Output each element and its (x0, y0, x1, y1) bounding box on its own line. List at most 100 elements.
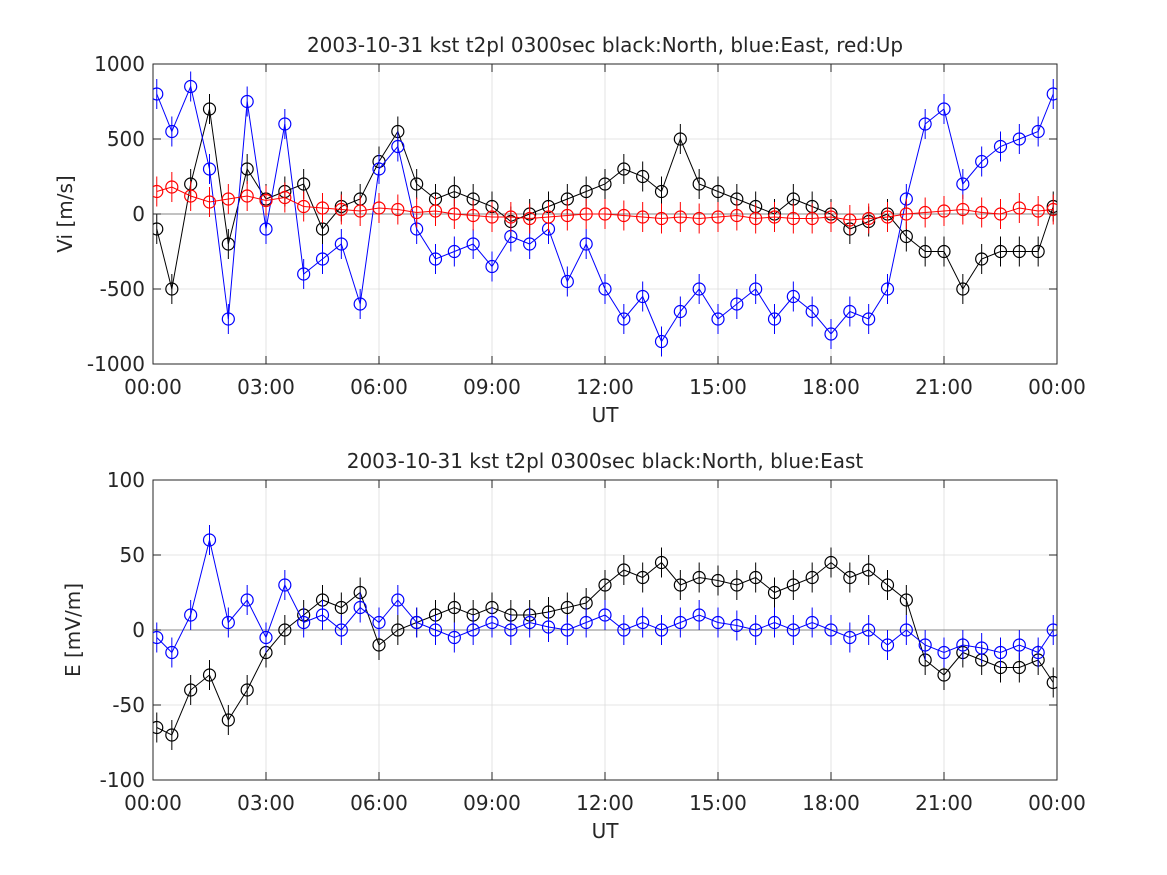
velocity-east-point (259, 222, 273, 236)
velocity-north-point (202, 102, 217, 116)
velocity-east-point (880, 282, 895, 296)
efield-east-point (993, 645, 1008, 660)
velocity-chart-title: 2003-10-31 kst t2pl 0300sec black:North,… (307, 33, 903, 57)
velocity-east-point (353, 297, 367, 311)
efield-y-axis-label: E [mV/m] (61, 583, 85, 677)
efield-data (153, 525, 1057, 750)
velocity-data (153, 71, 1057, 357)
efield-east-point (617, 623, 631, 637)
efield-east-point (786, 623, 800, 637)
velocity-east-point (993, 139, 1008, 154)
efield-east-point (297, 615, 311, 630)
efield-east-point (711, 615, 725, 630)
efield-east-point (259, 630, 273, 645)
efield-east-point (1012, 638, 1026, 652)
efield-chart-title: 2003-10-31 kst t2pl 0300sec black:North,… (347, 449, 864, 473)
efield-east-point (560, 623, 574, 637)
velocity-up-point (541, 210, 556, 224)
velocity-y-tick-label: -500 (100, 277, 145, 301)
velocity-east-point (372, 162, 386, 176)
velocity-north-point (598, 177, 612, 191)
velocity-x-tick-label: 00:00 (124, 375, 182, 399)
velocity-up-point (692, 211, 706, 226)
velocity-up-point (843, 213, 857, 227)
velocity-east-point (240, 94, 254, 109)
velocity-east-point (692, 282, 706, 296)
velocity-east-point (560, 274, 574, 289)
velocity-ticks: 00:00 03:00 06:00 09:00 12:00 15:00 18:00 21:00… (87, 52, 1086, 399)
velocity-up-point (1012, 201, 1026, 215)
efield-north-point (598, 578, 612, 592)
velocity-up-point (1046, 202, 1057, 217)
efield-east-point (673, 615, 687, 630)
velocity-y-axis-label: Vi [m/s] (53, 175, 77, 252)
efield-east-point (541, 620, 556, 634)
velocity-east-point (786, 289, 800, 304)
velocity-north-point (993, 244, 1008, 259)
velocity-east-point (221, 312, 235, 326)
efield-x-tick-label: 06:00 (350, 791, 408, 815)
velocity-up-point (636, 210, 650, 224)
velocity-north-point (918, 244, 932, 259)
efield-east-point (579, 615, 593, 630)
efield-east-point (956, 638, 970, 652)
velocity-east-point (654, 334, 669, 349)
velocity-y-tick-label: 500 (107, 127, 145, 151)
efield-east-point (410, 615, 424, 630)
velocity-east-point (673, 304, 687, 319)
velocity-north-point (937, 244, 951, 259)
velocity-east-point (975, 154, 989, 169)
efield-east-point (805, 615, 819, 630)
velocity-north-point (1012, 244, 1026, 259)
velocity-east-point (466, 237, 480, 251)
velocity-north-point (636, 169, 650, 184)
efield-east-point (767, 615, 782, 630)
efield-north-point (372, 638, 386, 652)
velocity-east-point (805, 304, 819, 319)
efield-east-point (315, 608, 330, 622)
velocity-up-point (259, 193, 273, 208)
efield-east-point (240, 593, 254, 607)
efield-x-tick-label: 00:00 (124, 791, 182, 815)
efield-east-point (391, 593, 405, 607)
velocity-up-point (315, 201, 330, 215)
velocity-east-point (447, 244, 461, 259)
velocity-north-point (153, 222, 164, 236)
velocity-east-point (184, 79, 198, 94)
velocity-up-point (428, 204, 443, 218)
efield-east-point (221, 615, 235, 630)
velocity-up-point (221, 192, 235, 206)
efield-panel: 00:00 03:00 06:00 09:00 12:00 15:00 18:00 21:00… (61, 449, 1086, 843)
velocity-north-point (579, 184, 593, 199)
velocity-up-point (862, 211, 876, 226)
efield-north-point (843, 570, 857, 585)
velocity-up-point (730, 208, 744, 223)
velocity-east-point (711, 312, 725, 326)
efield-east-point (428, 623, 443, 637)
velocity-up-point (711, 210, 725, 224)
velocity-up-point (749, 211, 763, 226)
efield-north-point (749, 570, 763, 585)
velocity-north-point (447, 184, 461, 199)
velocity-east-point (297, 267, 311, 281)
efield-x-tick-label: 09:00 (463, 791, 521, 815)
efield-north-point (240, 683, 254, 697)
efield-east-point (278, 578, 292, 592)
efield-north-point (165, 728, 179, 742)
velocity-east-point (918, 117, 932, 131)
velocity-east-point (617, 312, 631, 326)
efield-east-point (636, 615, 650, 630)
velocity-up-point (165, 180, 179, 194)
efield-x-tick-label: 15:00 (689, 791, 747, 815)
velocity-east-point (843, 304, 857, 319)
velocity-series-up (153, 172, 1057, 235)
velocity-up-point (334, 202, 348, 217)
efield-series-east (153, 525, 1057, 668)
velocity-up-point (824, 210, 838, 224)
velocity-up-point (202, 195, 217, 209)
velocity-panel: 00:00 03:00 06:00 09:00 12:00 15:00 18:00 21:00… (53, 33, 1086, 427)
velocity-x-tick-label: 18:00 (802, 375, 860, 399)
velocity-up-point (447, 207, 461, 221)
efield-east-point (598, 608, 612, 622)
efield-north-point (560, 600, 574, 615)
